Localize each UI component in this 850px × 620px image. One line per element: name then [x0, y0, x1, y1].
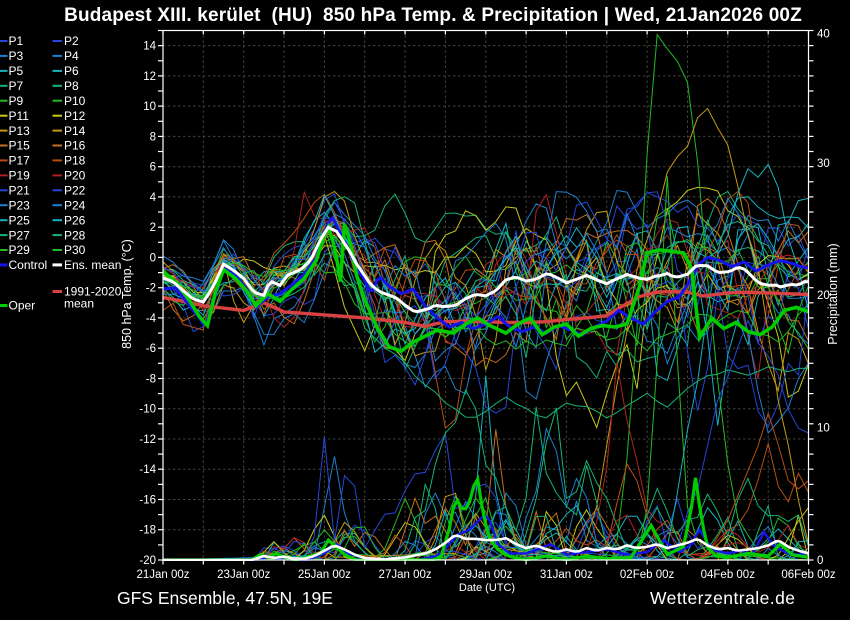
svg-text:-4: -4 [146, 313, 157, 325]
svg-text:850 hPa Temp. (°C): 850 hPa Temp. (°C) [120, 239, 134, 349]
svg-text:27Jan 00z: 27Jan 00z [379, 569, 432, 581]
svg-text:GFS Ensemble, 47.5N, 19E: GFS Ensemble, 47.5N, 19E [117, 588, 333, 608]
svg-text:P18: P18 [64, 154, 86, 168]
svg-text:Ens. mean: Ens. mean [64, 258, 121, 272]
svg-text:P16: P16 [64, 139, 86, 153]
svg-text:P7: P7 [9, 79, 24, 93]
svg-text:29Jan 00z: 29Jan 00z [459, 569, 512, 581]
svg-text:4: 4 [150, 192, 157, 204]
svg-text:14: 14 [143, 41, 156, 53]
svg-text:20: 20 [817, 290, 830, 302]
svg-text:-10: -10 [139, 404, 156, 416]
svg-text:30: 30 [817, 158, 830, 170]
svg-text:21Jan 00z: 21Jan 00z [136, 569, 189, 581]
svg-text:P19: P19 [9, 169, 31, 183]
svg-text:P15: P15 [9, 139, 31, 153]
svg-text:P24: P24 [64, 198, 86, 212]
svg-text:P1: P1 [9, 34, 24, 48]
svg-text:-16: -16 [139, 495, 156, 507]
svg-text:-14: -14 [139, 464, 156, 476]
svg-text:mean: mean [64, 297, 94, 311]
svg-text:Precipitation (mm): Precipitation (mm) [826, 243, 840, 344]
svg-text:-2: -2 [146, 283, 156, 295]
svg-text:23Jan 00z: 23Jan 00z [217, 569, 270, 581]
svg-text:P11: P11 [9, 109, 30, 123]
svg-text:P8: P8 [64, 79, 79, 93]
svg-text:P2: P2 [64, 34, 79, 48]
svg-text:P17: P17 [9, 154, 31, 168]
svg-text:P29: P29 [9, 243, 31, 257]
svg-text:Control: Control [9, 258, 48, 272]
svg-text:P28: P28 [64, 228, 86, 242]
svg-text:Budapest XIII. kerület (HU): Budapest XIII. kerület (HU) 850 hPa Temp… [64, 5, 802, 26]
svg-text:-12: -12 [139, 434, 156, 446]
svg-text:P30: P30 [64, 243, 86, 257]
svg-text:P13: P13 [9, 124, 31, 138]
svg-text:2: 2 [150, 222, 156, 234]
svg-text:P23: P23 [9, 198, 31, 212]
svg-text:8: 8 [150, 131, 156, 143]
svg-text:1991-2020: 1991-2020 [64, 285, 122, 299]
svg-text:P22: P22 [64, 184, 86, 198]
svg-text:10: 10 [817, 423, 830, 435]
svg-text:04Feb 00z: 04Feb 00z [701, 569, 756, 581]
svg-text:P21: P21 [9, 184, 31, 198]
svg-text:P4: P4 [64, 49, 79, 63]
svg-text:0: 0 [817, 555, 823, 567]
svg-text:P9: P9 [9, 94, 24, 108]
svg-text:-18: -18 [139, 525, 156, 537]
svg-text:6: 6 [150, 162, 156, 174]
svg-text:P14: P14 [64, 124, 86, 138]
svg-text:P27: P27 [9, 228, 31, 242]
svg-text:P20: P20 [64, 169, 86, 183]
svg-text:P3: P3 [9, 49, 24, 63]
svg-text:P10: P10 [64, 94, 86, 108]
svg-text:06Feb 00z: 06Feb 00z [781, 569, 836, 581]
svg-text:40: 40 [817, 29, 830, 41]
svg-text:10: 10 [143, 101, 156, 113]
svg-text:P25: P25 [9, 213, 31, 227]
svg-text:02Feb 00z: 02Feb 00z [620, 569, 675, 581]
svg-text:-20: -20 [139, 555, 156, 567]
svg-text:25Jan 00z: 25Jan 00z [298, 569, 351, 581]
svg-text:P6: P6 [64, 64, 79, 78]
svg-text:31Jan 00z: 31Jan 00z [540, 569, 593, 581]
svg-text:12: 12 [143, 71, 156, 83]
svg-text:P26: P26 [64, 213, 86, 227]
svg-text:Oper: Oper [9, 299, 36, 313]
svg-text:-8: -8 [146, 374, 156, 386]
svg-text:Date (UTC): Date (UTC) [459, 582, 515, 594]
svg-text:P5: P5 [9, 64, 24, 78]
svg-text:-6: -6 [146, 343, 156, 355]
svg-text:0: 0 [150, 252, 156, 264]
svg-text:P12: P12 [64, 109, 86, 123]
svg-text:Wetterzentrale.de: Wetterzentrale.de [650, 588, 795, 608]
